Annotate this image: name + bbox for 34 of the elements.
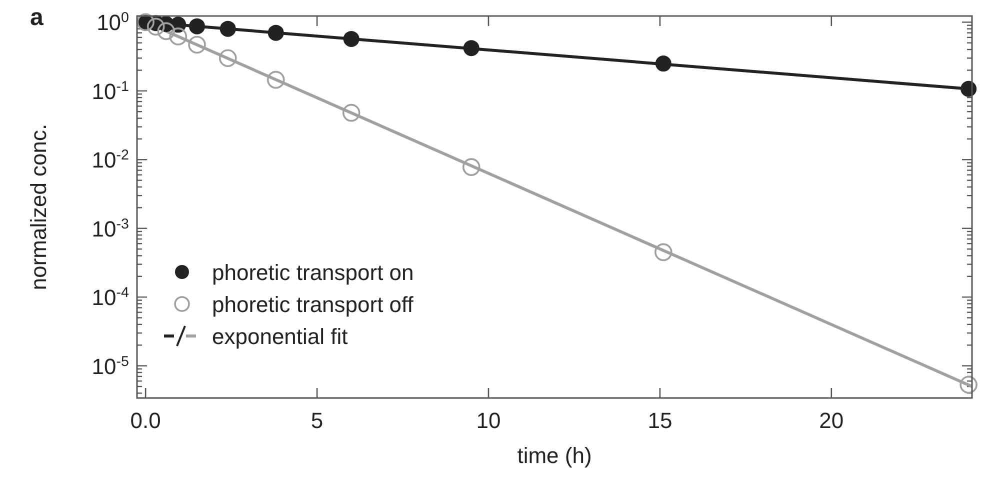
legend-label: phoretic transport on — [212, 260, 414, 285]
point — [462, 158, 480, 176]
legend-label: exponential fit — [212, 324, 348, 349]
x-tick-label: 5 — [310, 408, 324, 433]
x-axis-title: time (h) — [517, 443, 592, 468]
point — [655, 56, 672, 72]
point — [146, 18, 165, 36]
x-tick-label: 10 — [476, 408, 501, 433]
point — [654, 243, 672, 262]
x-tick-label: 0.0 — [130, 408, 161, 433]
y-axis-title: normalized conc. — [26, 124, 51, 290]
y-tick-label: 10$^{-5}$ — [92, 354, 130, 379]
text: a — [30, 4, 44, 31]
x-tick-label: 20 — [819, 408, 844, 433]
point — [220, 20, 236, 37]
y-tick-label: 10$^{-3}$ — [92, 216, 130, 242]
point — [463, 40, 480, 56]
legend-label: phoretic transport off — [212, 292, 414, 317]
point — [218, 49, 237, 68]
point — [343, 30, 360, 47]
point — [169, 28, 188, 46]
y-tick-label: 10$^{-2}$ — [92, 148, 130, 173]
point — [268, 24, 284, 41]
point — [189, 18, 206, 34]
y-tick-label: 10$^{-1}$ — [92, 78, 130, 104]
point — [157, 22, 176, 40]
y-tick-label: 10$^{-4}$ — [92, 285, 130, 310]
x-tick-label: 15 — [648, 408, 672, 433]
point — [960, 376, 978, 394]
point — [266, 70, 285, 89]
point — [342, 104, 360, 122]
point — [960, 80, 977, 97]
point — [188, 36, 206, 54]
y-tick-label: 10$^{0}$ — [96, 10, 130, 36]
